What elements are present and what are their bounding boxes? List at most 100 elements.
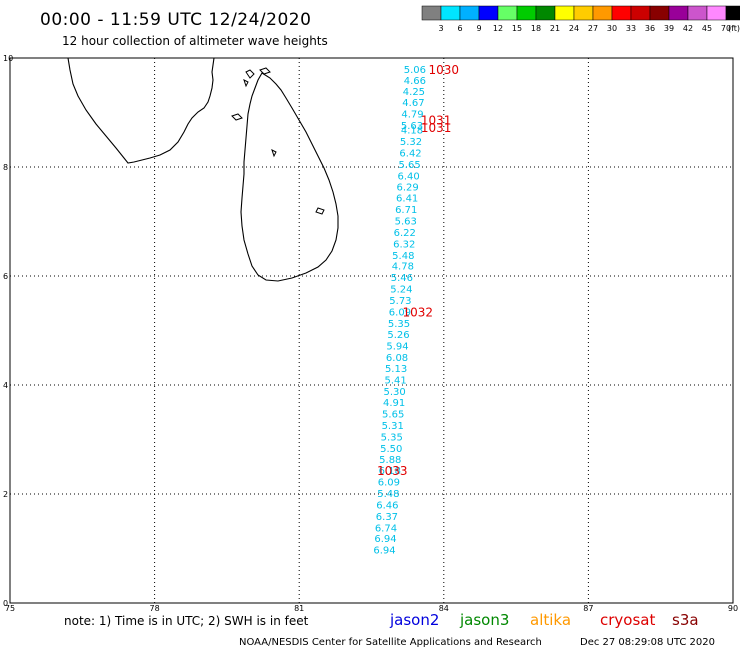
y-tick-label: 2 — [3, 490, 8, 499]
color-scale-swatch — [687, 5, 708, 21]
satellite-legend: jason2 jason3 altika cryosat s3a — [389, 611, 699, 629]
x-tick-label: 84 — [439, 604, 449, 613]
color-scale-label: 30 — [607, 24, 617, 33]
wave-height-label: 6.74 — [375, 523, 397, 534]
color-scale-label: 9 — [476, 24, 481, 33]
india-coastline — [67, 57, 215, 164]
satellite-legend-item: cryosat — [600, 611, 655, 629]
map-frame — [9, 57, 734, 604]
wave-height-label: 5.50 — [380, 444, 402, 455]
y-tick-label: 0 — [3, 599, 8, 608]
color-scale-label: 24 — [569, 24, 579, 33]
wave-height-label: 6.41 — [396, 194, 418, 205]
wave-height-label: 6.09 — [389, 308, 411, 319]
color-scale-swatch — [649, 5, 670, 21]
wave-height-label: 6.09 — [378, 478, 400, 489]
page-subtitle: 12 hour collection of altimeter wave hei… — [62, 34, 328, 48]
color-scale-swatch — [668, 5, 689, 21]
wave-height-label: 5.35 — [381, 432, 403, 443]
wave-height-label: 6.94 — [373, 546, 395, 557]
x-tick-label: 87 — [583, 604, 593, 613]
wave-height-label: 6.18 — [379, 466, 401, 477]
wave-height-label: 5.41 — [384, 376, 406, 387]
color-scale-swatch — [706, 5, 727, 21]
page-title: 00:00 - 11:59 UTC 12/24/2020 — [40, 10, 311, 30]
wave-height-labels: 5.064.664.254.674.795.634.185.326.425.65… — [373, 65, 426, 557]
y-tick-label: 10 — [3, 54, 13, 63]
wave-height-label: 6.29 — [397, 183, 419, 194]
wave-height-label: 4.91 — [383, 398, 405, 409]
x-axis-ticks: 75 78 81 84 87 90 — [5, 604, 738, 613]
color-scale-swatch — [573, 5, 594, 21]
x-tick-label: 90 — [728, 604, 738, 613]
color-scale-label: 27 — [588, 24, 598, 33]
color-scale-swatch — [440, 5, 461, 21]
wave-height-label: 6.22 — [394, 228, 416, 239]
color-scale-swatch — [421, 5, 442, 21]
wave-height-label: 5.13 — [385, 364, 407, 375]
y-axis-ticks: 0 2 4 6 8 10 — [3, 54, 13, 608]
x-tick-label: 78 — [150, 604, 160, 613]
x-tick-label: 81 — [294, 604, 304, 613]
wave-height-label: 5.06 — [404, 65, 426, 76]
wave-height-label: 5.63 — [395, 217, 417, 228]
satellite-legend-item: jason2 — [389, 611, 439, 629]
wave-height-label: 4.66 — [404, 76, 426, 87]
wave-height-label: 5.30 — [384, 387, 406, 398]
color-scale-swatch — [459, 5, 480, 21]
color-scale-label: 6 — [457, 24, 462, 33]
wave-height-label: 4.18 — [401, 125, 423, 136]
wave-height-label: 5.65 — [382, 409, 404, 420]
pass-time-label: 1033 — [377, 464, 408, 478]
color-scale-label: 42 — [683, 24, 693, 33]
color-scale-swatch — [630, 5, 651, 21]
pass-time-label: 1030 — [429, 63, 460, 77]
y-tick-label: 8 — [3, 163, 8, 172]
color-scale-label: 12 — [493, 24, 503, 33]
wave-height-label: 6.08 — [386, 353, 408, 364]
mannar-island-coastline — [231, 113, 243, 121]
wave-height-label: 6.40 — [397, 171, 419, 182]
color-scale-unit: (ft) — [728, 24, 740, 33]
wave-height-label: 5.35 — [388, 319, 410, 330]
pass-time-label: 1032 — [402, 306, 433, 320]
color-scale-label: 70 — [721, 24, 731, 33]
color-scale-swatch — [725, 5, 740, 21]
wave-height-label: 6.46 — [376, 500, 398, 511]
wave-height-label: 5.46 — [391, 273, 413, 284]
wave-height-label: 5.24 — [390, 285, 412, 296]
map-gridlines — [10, 58, 733, 603]
wave-height-label: 5.88 — [379, 455, 401, 466]
satellite-legend-item: s3a — [672, 611, 699, 629]
color-scale-label: 33 — [626, 24, 636, 33]
y-tick-label: 4 — [3, 381, 8, 390]
wave-height-label: 5.48 — [377, 489, 399, 500]
pass-time-label: 1031 — [421, 121, 452, 135]
color-scale-label: 15 — [512, 24, 522, 33]
sri-lanka-coastline — [240, 72, 339, 282]
wave-height-label: 4.25 — [403, 87, 425, 98]
color-scale-label: 36 — [645, 24, 655, 33]
wave-height-label: 6.71 — [395, 205, 417, 216]
wave-height-label: 5.26 — [387, 330, 409, 341]
wave-height-label: 5.65 — [398, 160, 420, 171]
color-scale-swatch — [516, 5, 537, 21]
satellite-legend-item: jason3 — [459, 611, 509, 629]
wave-height-label: 4.67 — [402, 98, 424, 109]
color-scale-label: 3 — [438, 24, 443, 33]
satellite-legend-item: altika — [530, 611, 571, 629]
wave-height-label: 6.37 — [376, 512, 398, 523]
color-scale-label: 18 — [531, 24, 541, 33]
color-scale-swatch — [592, 5, 613, 21]
color-scale-label: 45 — [702, 24, 712, 33]
wave-height-label: 6.94 — [374, 534, 396, 545]
wave-height-label: 5.32 — [400, 137, 422, 148]
color-scale-swatch — [611, 5, 632, 21]
wave-height-label: 6.32 — [393, 239, 415, 250]
wave-height-label: 5.73 — [389, 296, 411, 307]
wave-height-label: 5.94 — [386, 341, 408, 352]
color-scale-legend: 3 6 9 12 15 18 21 24 27 30 33 36 39 42 45 70 — [421, 5, 740, 33]
y-tick-label: 6 — [3, 272, 8, 281]
